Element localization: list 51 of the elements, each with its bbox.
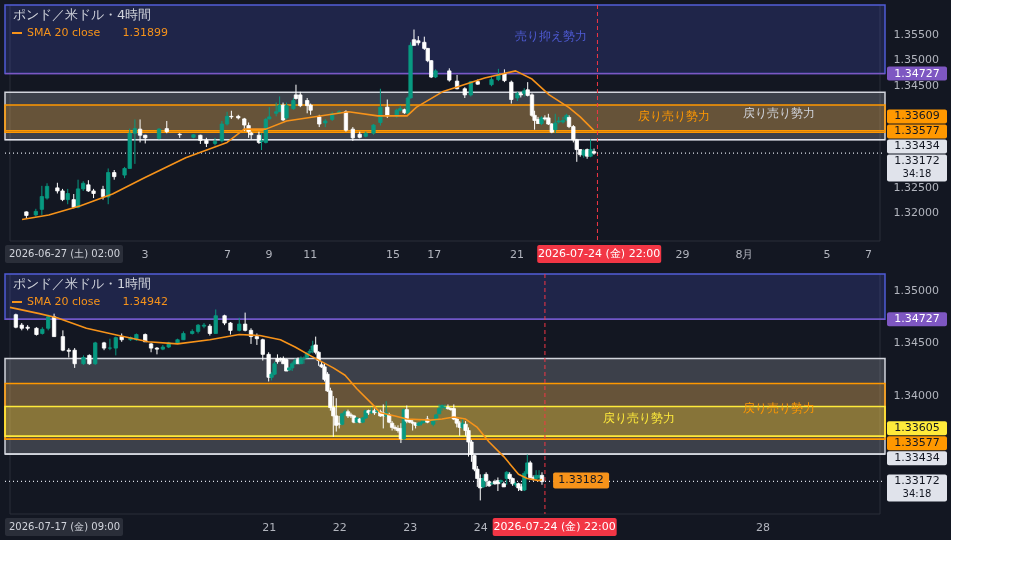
x-tick-label: 29: [675, 247, 690, 261]
x-tick-label: 5: [823, 247, 831, 261]
x-tick-label: 21: [510, 247, 524, 261]
ref-line-label: 1.33577: [894, 124, 940, 138]
x-tick-label: 22: [332, 520, 347, 534]
ref-line-label: 1.33577: [894, 436, 940, 450]
band-label: 売り抑え勢力: [514, 29, 587, 44]
chart-title: ポンド／米ドル・4時間: [13, 7, 152, 22]
ref-line-label: 1.33609: [894, 109, 940, 123]
y-tick-label: 1.32000: [893, 206, 939, 220]
ref-line-label: 2026-07-24 (金) 22:00: [538, 247, 661, 260]
x-tick-label: 8月: [735, 247, 754, 261]
band-label: 戻り売り勢力: [743, 106, 816, 120]
ref-line-label: 1.33605: [894, 421, 940, 435]
ref-line-label: 1.34727: [894, 66, 940, 80]
legend-label: SMA 20 close: [27, 26, 101, 39]
ref-line-label: 1.33172: [894, 154, 940, 168]
x-tick-label: 17: [427, 247, 442, 261]
ref-line-label: 1.33434: [894, 139, 940, 153]
annotation: 1.31899: [122, 26, 169, 39]
y-tick-label: 1.35000: [893, 53, 939, 67]
x-tick-label: 21: [262, 520, 277, 534]
x-tick-label: 9: [265, 247, 273, 261]
ref-line-label: 1.34727: [894, 312, 940, 326]
y-tick-label: 1.35000: [893, 284, 939, 298]
ref-line-label: 1.33172: [894, 474, 940, 488]
x-tick-label: 3: [141, 247, 149, 261]
band-label: 戻り売り勢力: [602, 411, 675, 426]
y-tick-label: 1.34500: [893, 336, 939, 350]
legend-label: SMA 20 close: [27, 295, 101, 308]
x-tick-label: 24: [473, 520, 488, 534]
text: 2026-06-27 (土) 02:00: [9, 248, 121, 259]
y-tick-label: 1.34000: [893, 388, 939, 402]
text: 34:18: [902, 488, 932, 500]
y-tick-label: 1.35500: [893, 27, 939, 41]
annotation: 1.34942: [122, 295, 169, 308]
band-label: 戻り売り勢力: [637, 108, 710, 123]
x-tick-label: 28: [755, 520, 770, 534]
x-tick-label: 23: [403, 520, 418, 534]
text: 34:18: [902, 168, 932, 180]
x-tick-label: 7: [224, 247, 232, 261]
text: 2026-07-17 (金) 09:00: [9, 521, 121, 532]
x-tick-label: 7: [864, 247, 872, 261]
chart-title: ポンド／米ドル・1時間: [13, 276, 152, 291]
x-tick-label: 11: [303, 247, 318, 261]
ref-line-label: 1.33434: [894, 451, 940, 465]
ref-line-label: 2026-07-24 (金) 22:00: [493, 520, 616, 533]
y-tick-label: 1.32500: [893, 180, 939, 194]
y-tick-label: 1.34500: [893, 78, 939, 92]
annotation: 1.33182: [558, 473, 604, 487]
x-tick-label: 15: [385, 247, 400, 261]
